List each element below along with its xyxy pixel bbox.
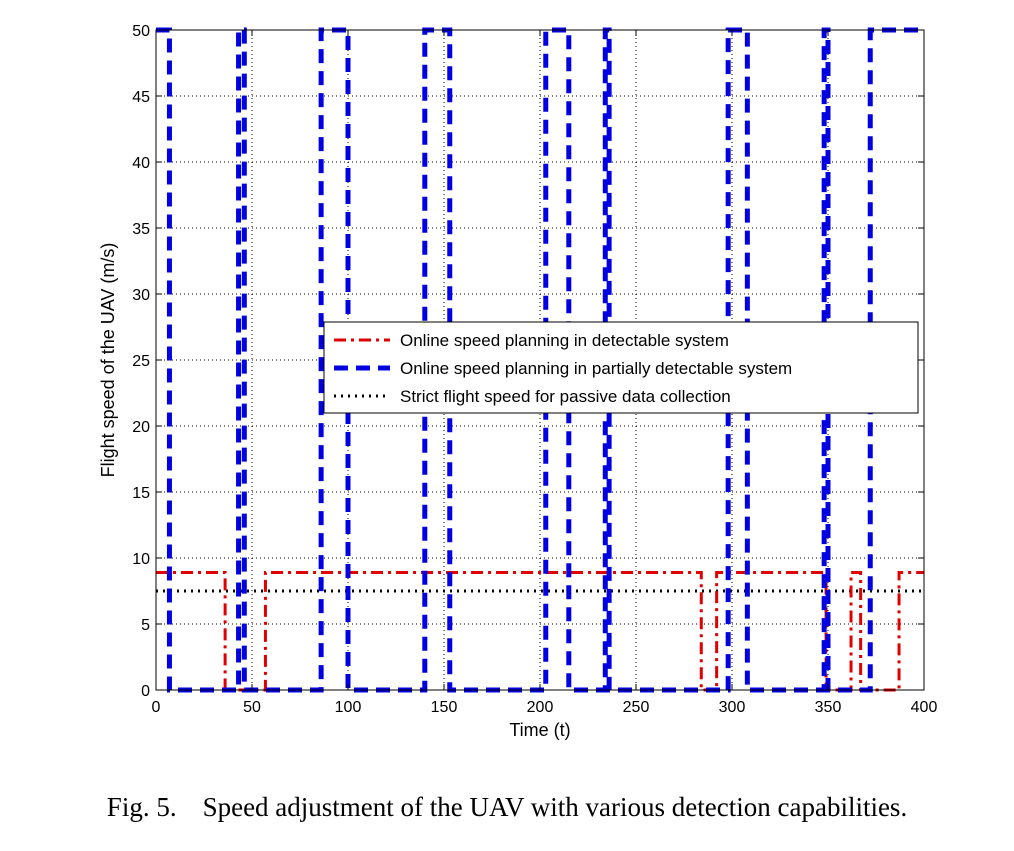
- chart: 0 50 100 150 200 250 300 350 400 0 5 10 15 20 25 30 35 40…: [98, 23, 937, 740]
- legend: Online speed planning in detectable syst…: [323, 321, 919, 414]
- x-tick-label: 300: [719, 699, 746, 716]
- y-tick-label: 5: [141, 617, 150, 634]
- legend-box: [323, 321, 919, 414]
- y-tick-label: 40: [132, 155, 150, 172]
- y-tick-label: 25: [132, 353, 150, 370]
- y-tick-label: 20: [132, 419, 150, 436]
- y-tick-label: 30: [132, 287, 150, 304]
- x-tick-label: 350: [815, 699, 842, 716]
- x-tick-label: 50: [243, 699, 261, 716]
- legend-label-partially-detectable: Online speed planning in partially detec…: [400, 359, 792, 378]
- y-tick-label: 10: [132, 551, 150, 568]
- x-axis-title: Time (t): [509, 720, 570, 740]
- ticks: 0 50 100 150 200 250 300 350 400 0 5 10 15 20 25 30 35 40…: [132, 23, 937, 716]
- x-tick-label: 100: [335, 699, 362, 716]
- y-tick-label: 50: [132, 23, 150, 40]
- x-tick-label: 400: [911, 699, 938, 716]
- x-tick-label: 200: [527, 699, 554, 716]
- x-tick-label: 250: [623, 699, 650, 716]
- caption-label: Fig. 5.: [106, 792, 177, 822]
- y-axis-title: Flight speed of the UAV (m/s): [98, 243, 118, 478]
- x-tick-label: 150: [431, 699, 458, 716]
- y-tick-label: 0: [141, 683, 150, 700]
- y-tick-label: 45: [132, 89, 150, 106]
- x-tick-label: 0: [152, 699, 161, 716]
- legend-label-strict-speed: Strict flight speed for passive data col…: [400, 387, 731, 406]
- figure-caption: Fig. 5. Speed adjustment of the UAV with …: [0, 792, 1014, 823]
- legend-label-detectable: Online speed planning in detectable syst…: [400, 331, 729, 350]
- y-tick-label: 35: [132, 221, 150, 238]
- caption-text: Speed adjustment of the UAV with various…: [202, 792, 908, 822]
- y-tick-label: 15: [132, 485, 150, 502]
